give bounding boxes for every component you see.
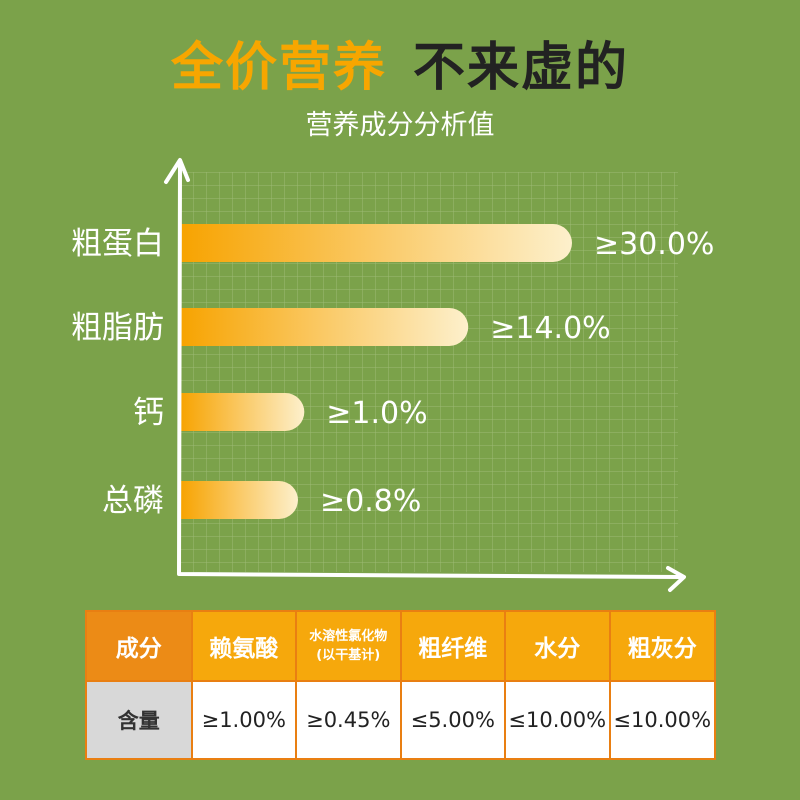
chart-axes <box>164 158 686 592</box>
table-row: 含量 ≥1.00% ≥0.45% ≤5.00% ≤10.00% ≤10.00% <box>87 681 714 758</box>
table-cell: ≤5.00% <box>400 681 506 758</box>
table-cell: ≤10.00% <box>609 681 714 758</box>
table-header-cell: 赖氨酸 <box>191 612 297 682</box>
table-header-main: 水溶性氯化物 <box>309 629 388 644</box>
nutrition-table: 成分 赖氨酸 水溶性氯化物 (以干基计) 粗纤维 水分 粗灰分 含量 ≥1.00… <box>85 610 716 760</box>
title-highlight: 全价营养 <box>170 38 387 98</box>
table-header-row: 成分 赖氨酸 水溶性氯化物 (以干基计) 粗纤维 水分 粗灰分 <box>87 612 714 682</box>
data-label: ≥1.0% <box>326 396 427 431</box>
table-cell: ≤10.00% <box>505 681 611 758</box>
table-header-cell: 水分 <box>505 612 611 682</box>
table-row-label: 含量 <box>87 681 193 758</box>
table-header-sub: (以干基计) <box>316 648 381 663</box>
table-cell: ≥0.45% <box>296 681 402 758</box>
chart-bar <box>180 393 305 431</box>
table-header-cell: 粗纤维 <box>400 612 506 682</box>
title-rest: 不来虚的 <box>413 38 630 98</box>
table-cell: ≥1.00% <box>191 681 297 758</box>
table-header-cell: 成分 <box>87 612 193 682</box>
page-title: 全价营养 不来虚的 <box>0 36 800 100</box>
category-label: 粗蛋白 <box>71 226 164 262</box>
data-label: ≥30.0% <box>594 227 714 262</box>
chart-bar <box>180 308 469 346</box>
bar-chart: 粗蛋白 ≥30.0% 粗脂肪 ≥14.0% 钙 ≥1.0% 总磷 ≥0.8% <box>71 158 714 592</box>
data-label: ≥14.0% <box>490 311 610 346</box>
category-label: 总磷 <box>102 483 164 519</box>
category-label: 钙 <box>133 395 164 431</box>
chart-bar <box>180 481 298 519</box>
table-header-cell: 水溶性氯化物 (以干基计) <box>296 612 402 682</box>
table-header-cell: 粗灰分 <box>609 612 714 682</box>
page-subtitle: 营养成分分析值 <box>305 110 495 141</box>
data-label: ≥0.8% <box>320 484 421 519</box>
category-label: 粗脂肪 <box>71 310 164 346</box>
chart-bar <box>180 224 572 262</box>
